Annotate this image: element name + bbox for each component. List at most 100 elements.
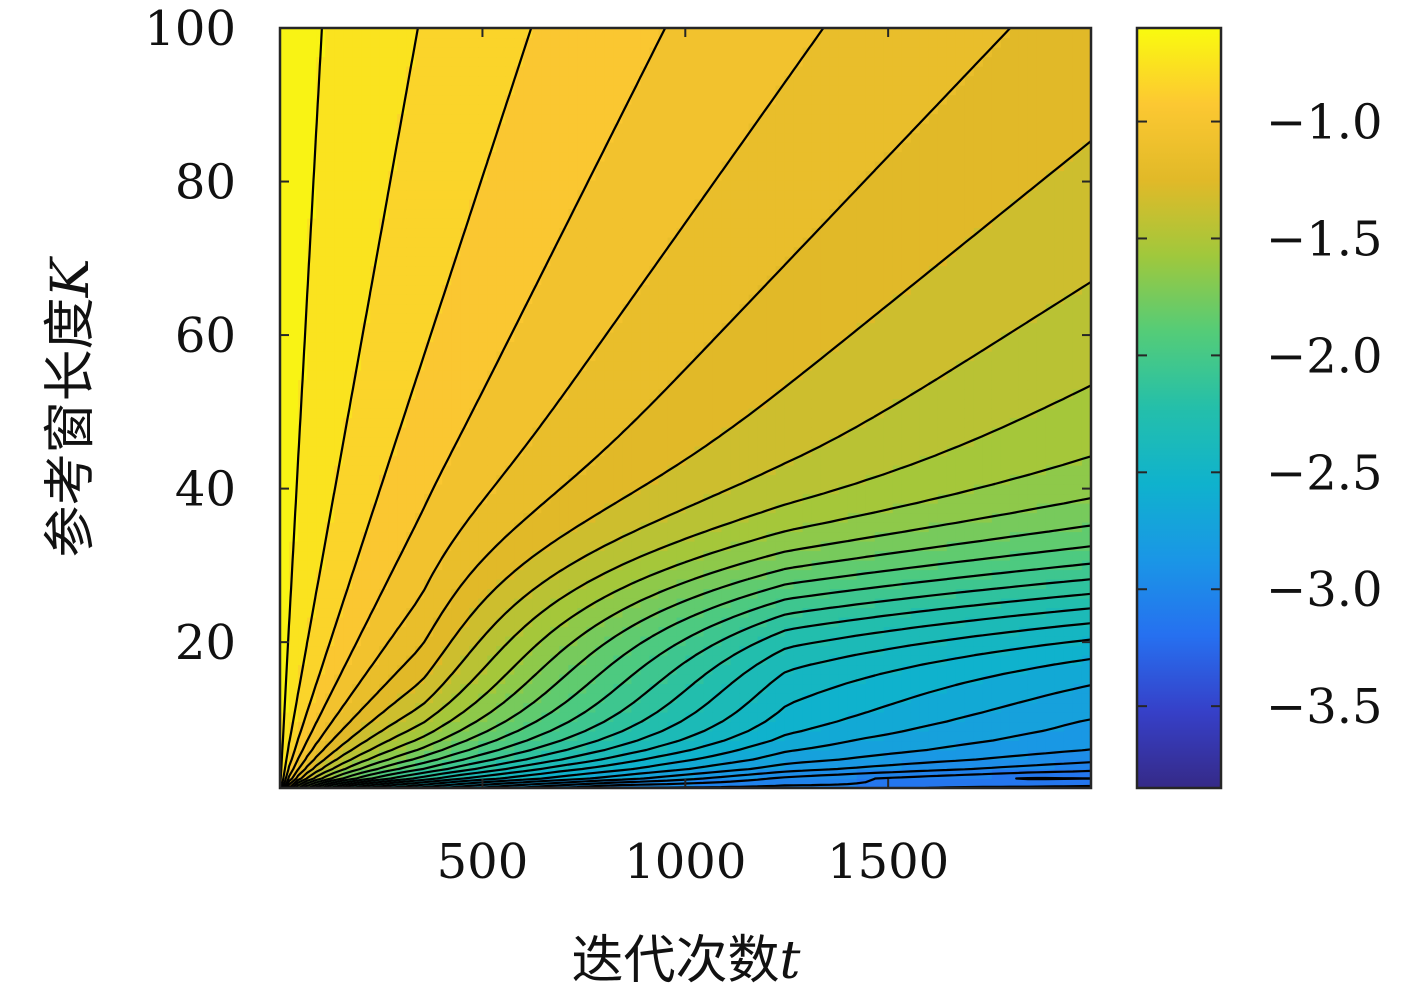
contour-band-cell <box>343 503 353 514</box>
contour-band-cell <box>802 408 813 419</box>
contour-band-cell <box>523 427 533 438</box>
contour-band-cell <box>946 341 957 352</box>
contour-band-cell <box>739 455 750 466</box>
contour-band-cell <box>649 503 660 514</box>
contour-band-cell <box>433 294 443 305</box>
contour-band-cell <box>829 455 840 466</box>
contour-band-cell <box>433 493 443 504</box>
contour-band-cell <box>532 550 542 561</box>
contour-band-cell <box>451 721 461 732</box>
contour-band-cell <box>298 512 308 523</box>
contour-band-cell <box>577 702 587 713</box>
contour-band-cell <box>442 360 452 371</box>
contour-band-cell <box>379 626 389 637</box>
contour-band-cell <box>370 313 380 324</box>
contour-band-cell <box>379 341 389 352</box>
contour-band-cell <box>568 645 578 656</box>
contour-band-cell <box>496 693 506 704</box>
contour-band-cell <box>1018 655 1029 666</box>
contour-band-cell <box>901 360 912 371</box>
contour-band-cell <box>343 351 353 362</box>
contour-band-cell <box>505 522 515 533</box>
contour-band-cell <box>649 778 660 788</box>
contour-band-cell <box>460 455 470 466</box>
contour-band-cell <box>514 465 524 476</box>
contour-band-cell <box>613 379 624 390</box>
contour-band-cell <box>748 389 759 400</box>
contour-band-cell <box>685 579 696 590</box>
contour-band-cell <box>451 541 461 552</box>
contour-band-cell <box>577 351 587 362</box>
contour-band-cell <box>316 427 326 438</box>
contour-band-cell <box>595 503 605 514</box>
contour-band-cell <box>739 522 750 533</box>
contour-band-cell <box>874 778 885 788</box>
contour-band-cell <box>478 512 488 523</box>
contour-band-cell <box>946 484 957 495</box>
contour-band-cell <box>919 512 930 523</box>
contour-band-cell <box>901 351 912 362</box>
contour-band-cell <box>1036 427 1047 438</box>
contour-band-cell <box>1054 284 1065 295</box>
contour-band-cell <box>325 550 335 561</box>
contour-band-cell <box>1027 370 1038 381</box>
contour-band-cell <box>1036 408 1047 419</box>
contour-band-cell <box>487 674 497 685</box>
contour-band-cell <box>298 484 308 495</box>
contour-band-cell <box>919 265 930 276</box>
contour-band-cell <box>316 702 326 713</box>
contour-band-cell <box>946 702 957 713</box>
contour-band-cell <box>919 398 930 409</box>
contour-band-cell <box>568 446 578 457</box>
contour-band-cell <box>1063 493 1074 504</box>
contour-band-cell <box>829 465 840 476</box>
contour-band-cell <box>559 417 569 428</box>
contour-band-cell <box>1072 332 1083 343</box>
contour-band-cell <box>748 569 759 580</box>
contour-band-cell <box>343 446 353 457</box>
contour-band-cell <box>415 417 425 428</box>
contour-band-cell <box>361 256 371 267</box>
contour-band-cell <box>955 693 966 704</box>
contour-band-cell <box>568 294 578 305</box>
contour-band-cell <box>649 740 660 751</box>
contour-band-cell <box>604 560 615 571</box>
contour-band-cell <box>721 303 732 314</box>
contour-band-cell <box>595 626 605 637</box>
contour-band-cell <box>595 322 605 333</box>
contour-band-cell <box>424 674 434 685</box>
contour-band-cell <box>676 379 687 390</box>
contour-band-cell <box>1054 427 1065 438</box>
contour-band-cell <box>343 484 353 495</box>
contour-band-cell <box>1072 550 1083 561</box>
contour-band-cell <box>298 436 308 447</box>
contour-band-cell <box>856 370 867 381</box>
contour-band-cell <box>685 484 696 495</box>
contour-band-cell <box>775 427 786 438</box>
contour-band-cell <box>712 313 723 324</box>
contour-band-cell <box>532 636 542 647</box>
contour-band-cell <box>874 455 885 466</box>
contour-band-cell <box>298 256 308 267</box>
contour-band-cell <box>730 617 741 628</box>
contour-band-cell <box>739 702 750 713</box>
contour-band-cell <box>667 664 678 675</box>
contour-band-cell <box>622 265 633 276</box>
contour-band-cell <box>388 569 398 580</box>
contour-band-cell <box>766 512 777 523</box>
contour-band-cell <box>397 645 407 656</box>
contour-band-cell <box>703 712 714 723</box>
contour-band-cell <box>793 284 804 295</box>
contour-band-cell <box>559 683 569 694</box>
contour-band-cell <box>802 674 813 685</box>
contour-band-cell <box>730 522 741 533</box>
contour-band-cell <box>964 484 975 495</box>
contour-band-cell <box>1045 645 1056 656</box>
contour-band-cell <box>757 370 768 381</box>
contour-band-cell <box>685 294 696 305</box>
contour-band-cell <box>676 446 687 457</box>
contour-band-cell <box>982 531 993 542</box>
contour-band-cell <box>280 598 290 609</box>
contour-band-cell <box>793 588 804 599</box>
contour-band-cell <box>559 645 569 656</box>
